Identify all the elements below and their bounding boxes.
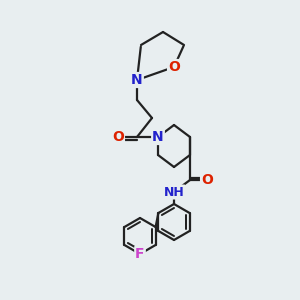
Text: F: F <box>135 247 145 261</box>
Text: O: O <box>168 60 180 74</box>
Text: O: O <box>112 130 124 144</box>
Text: N: N <box>131 73 143 87</box>
Text: O: O <box>201 173 213 187</box>
Text: NH: NH <box>164 185 184 199</box>
Text: N: N <box>152 130 164 144</box>
